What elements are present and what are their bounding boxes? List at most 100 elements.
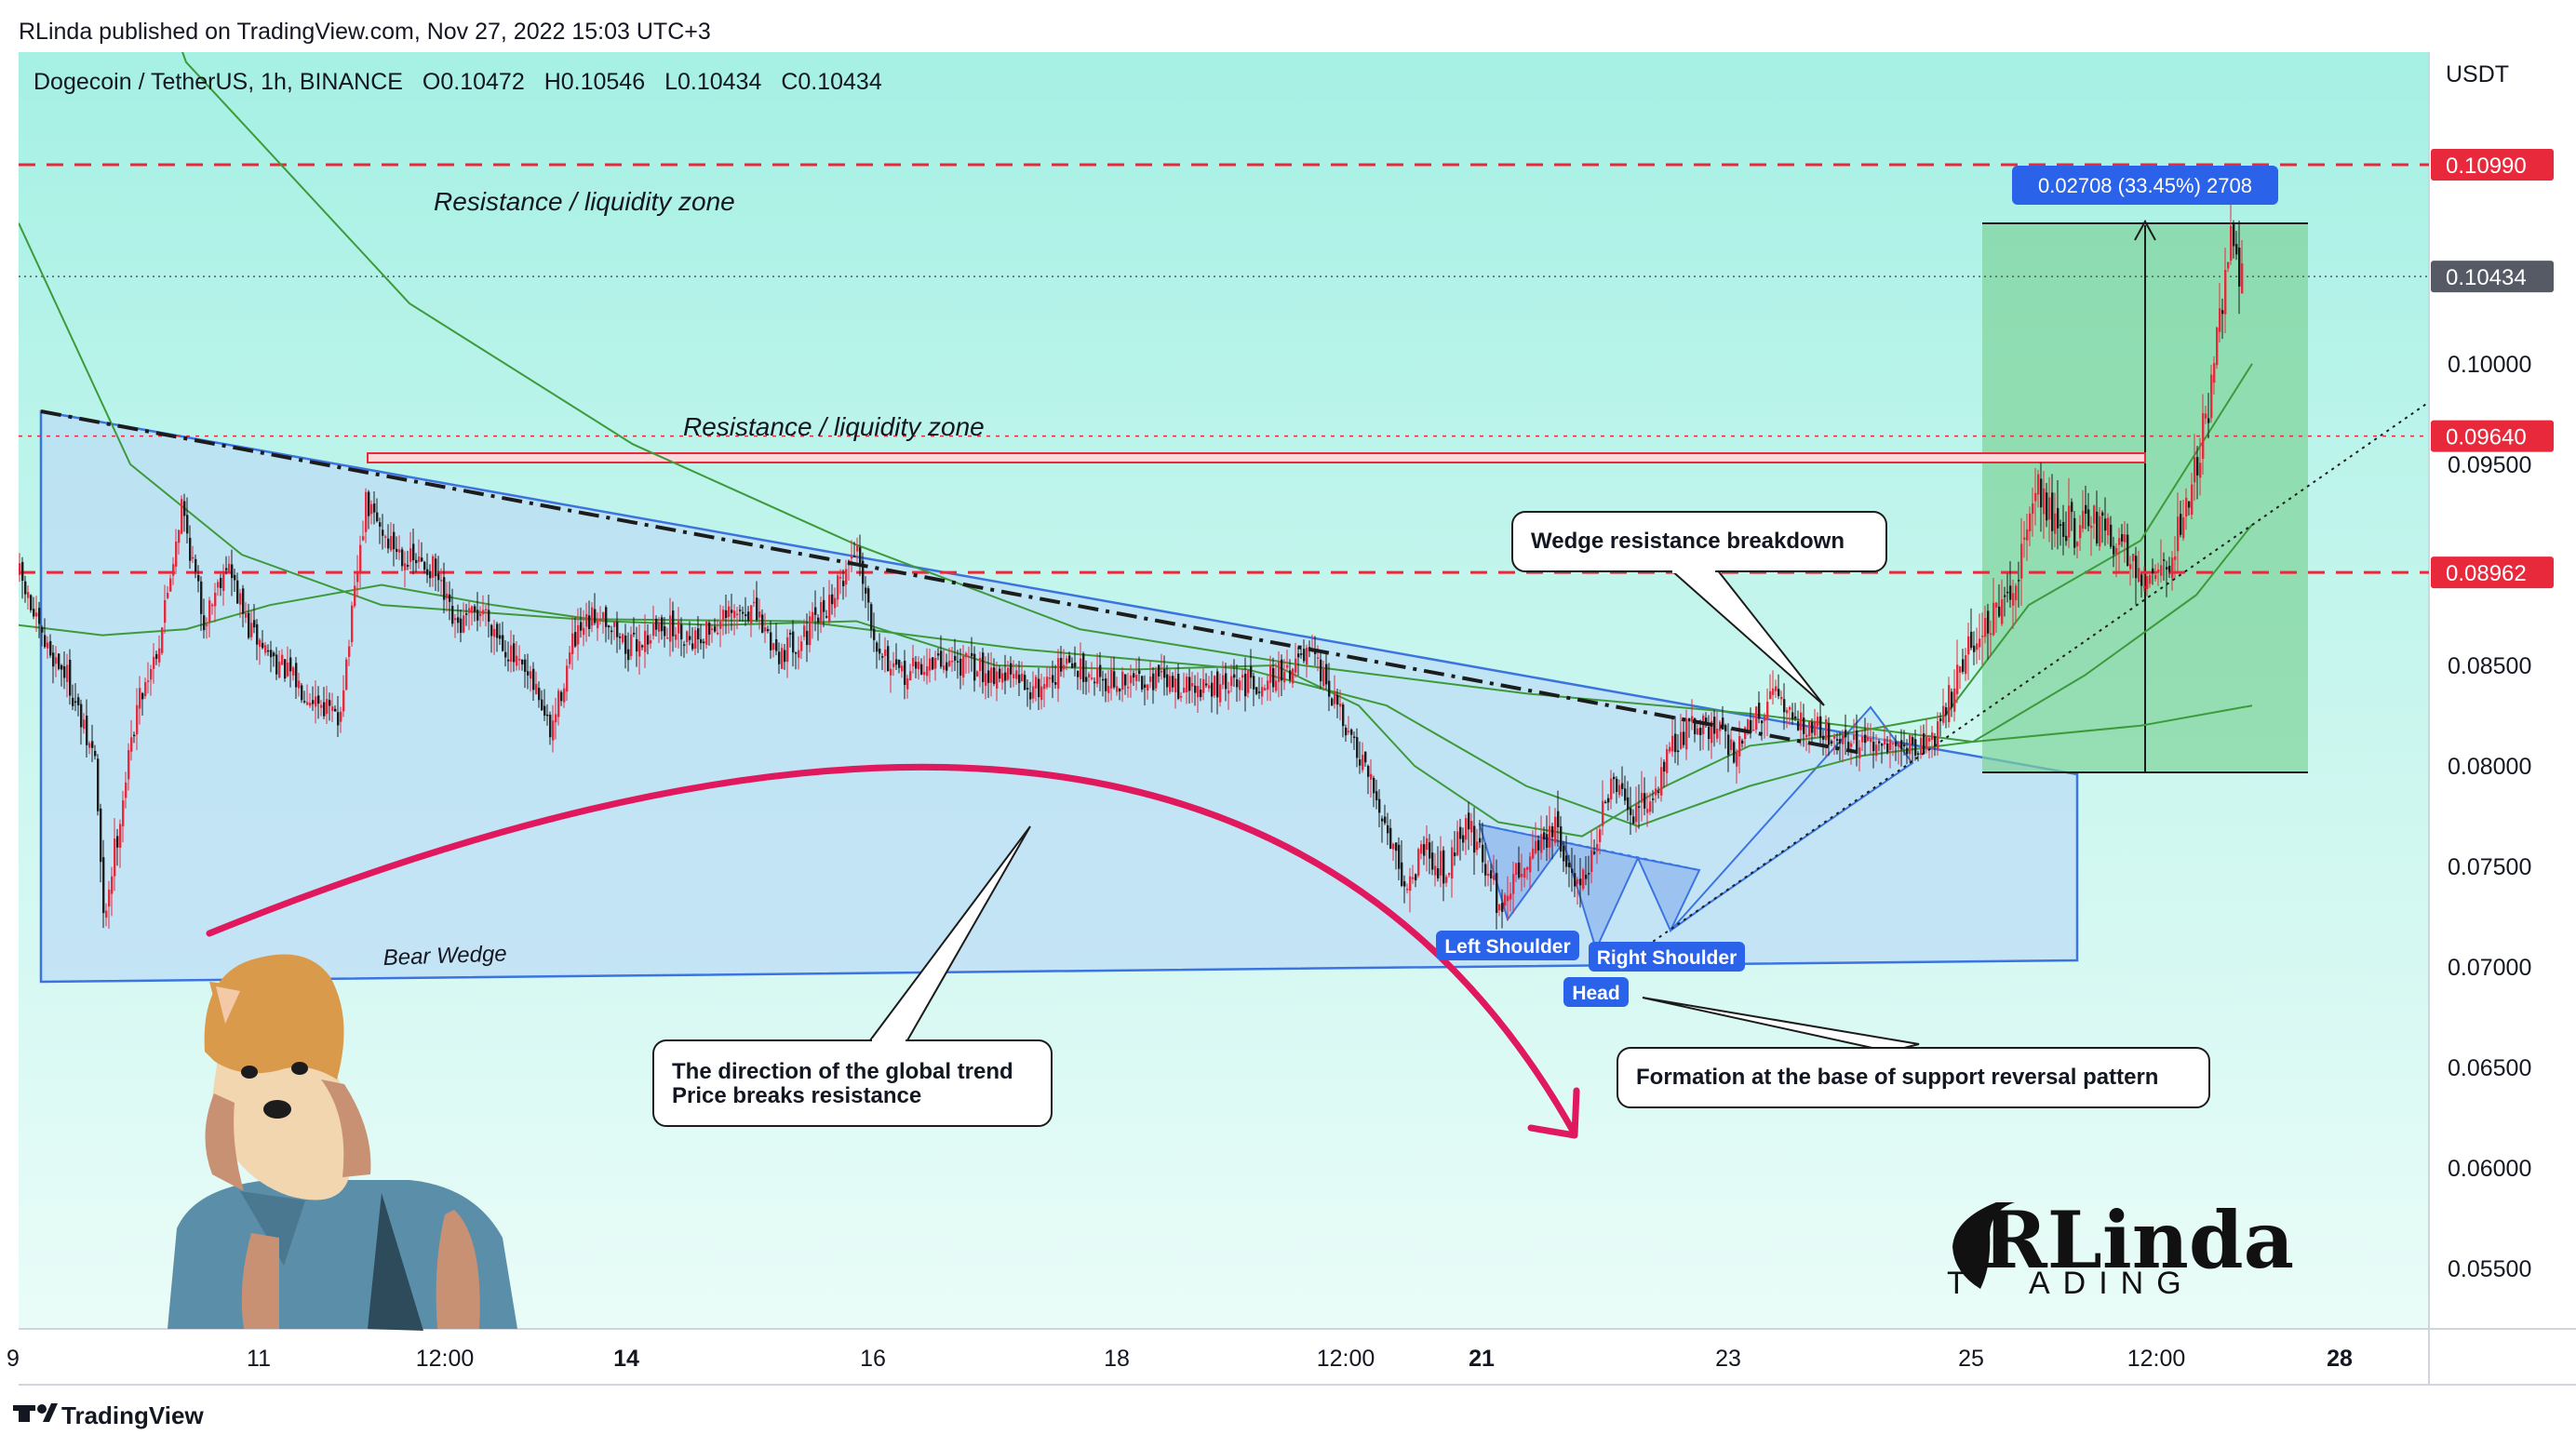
candle <box>686 630 689 654</box>
candle <box>2029 506 2032 547</box>
candle <box>1839 731 1842 761</box>
price-tick-label: 0.06500 <box>2448 1055 2531 1081</box>
candle <box>248 603 250 640</box>
candle <box>2221 298 2224 340</box>
candle <box>1244 657 1247 712</box>
candle <box>181 495 183 535</box>
price-axis[interactable]: 0.10000 0.09500 0.08500 0.08000 0.07500 0.070… <box>2448 352 2531 1282</box>
candle <box>1032 671 1035 704</box>
candle <box>546 704 549 726</box>
candle <box>1429 834 1431 875</box>
candle <box>1842 729 1845 763</box>
candle <box>1697 723 1699 735</box>
tradingview-brand[interactable]: TradingView <box>13 1401 204 1429</box>
candle <box>1026 679 1029 707</box>
time-tick-label: 12:00 <box>1317 1346 1375 1372</box>
candle <box>1563 840 1565 872</box>
candle <box>879 633 881 661</box>
candle <box>1010 656 1013 689</box>
candle <box>842 569 845 600</box>
candle <box>284 659 287 682</box>
candle <box>1962 649 1965 675</box>
measure-arrow-icon <box>2134 219 2156 241</box>
time-tick-label: 28 <box>2327 1346 2353 1372</box>
head-chip: Head <box>1563 977 1629 1007</box>
candle <box>1468 801 1470 851</box>
candle <box>2087 492 2090 532</box>
candle <box>1909 733 1912 763</box>
candle <box>932 656 934 671</box>
candle <box>1331 697 1334 706</box>
candle <box>323 687 326 719</box>
candle <box>543 689 546 721</box>
candle <box>1509 881 1512 912</box>
candle <box>1214 675 1216 699</box>
candle <box>719 604 722 648</box>
formation-callout: Formation at the base of support reversa… <box>1617 997 2210 1108</box>
price-tag: 0.10990 <box>2431 148 2554 181</box>
price-tick-label: 0.08000 <box>2448 754 2531 780</box>
candle <box>2073 511 2076 556</box>
candle <box>745 597 747 626</box>
candle <box>2012 579 2015 629</box>
candle <box>281 649 284 665</box>
candle <box>334 704 337 712</box>
candle <box>1716 711 1719 743</box>
candle <box>1183 672 1186 693</box>
candle <box>2230 199 2233 265</box>
candle <box>66 653 69 698</box>
wedge-breakdown-callout: Wedge resistance breakdown <box>1511 511 1887 706</box>
candle <box>1289 659 1292 684</box>
candle <box>1836 732 1839 755</box>
candle <box>30 594 33 613</box>
candle <box>557 688 560 726</box>
candle <box>351 601 354 647</box>
candle <box>1345 724 1348 742</box>
candle <box>1504 892 1507 911</box>
rlinda-trading-logo: RLinda T ADING <box>1947 1194 2294 1301</box>
candle <box>806 613 809 663</box>
candle <box>2168 556 2171 579</box>
candle <box>440 568 443 596</box>
candle <box>513 635 516 672</box>
candle <box>217 579 220 597</box>
candle <box>161 626 164 656</box>
candle <box>1191 671 1194 704</box>
candle <box>1965 648 1967 681</box>
candle <box>44 618 47 649</box>
candle <box>1230 664 1233 692</box>
candle <box>451 588 454 627</box>
candle <box>208 597 211 638</box>
candle <box>178 530 181 555</box>
time-tick-label: 12:00 <box>416 1346 475 1372</box>
candle <box>1431 840 1434 876</box>
candle <box>312 686 315 711</box>
candle <box>273 650 275 667</box>
candle <box>390 522 393 553</box>
candle <box>1923 724 1925 755</box>
time-axis[interactable]: 9 11 12:00 14 16 18 12:00 21 23 25 12:00 28 <box>7 1346 2353 1372</box>
candle <box>426 553 429 583</box>
candle <box>437 556 440 592</box>
candle <box>756 581 758 623</box>
candle <box>19 553 21 583</box>
candle <box>1817 712 1819 737</box>
candle <box>2082 489 2085 533</box>
candle <box>72 684 74 710</box>
candle <box>1194 675 1197 706</box>
candle <box>404 551 407 588</box>
candle <box>1546 815 1549 862</box>
candle <box>1487 860 1490 887</box>
candle <box>502 622 504 652</box>
candle <box>831 583 834 615</box>
candle <box>1116 677 1119 696</box>
candle <box>1186 673 1188 704</box>
candle <box>772 642 775 658</box>
candle <box>518 645 521 671</box>
candle <box>652 605 655 640</box>
candle <box>1515 863 1518 882</box>
candle <box>1917 750 1920 762</box>
candle <box>585 602 588 642</box>
candle <box>789 629 792 648</box>
time-tick-label: 18 <box>1104 1346 1130 1372</box>
